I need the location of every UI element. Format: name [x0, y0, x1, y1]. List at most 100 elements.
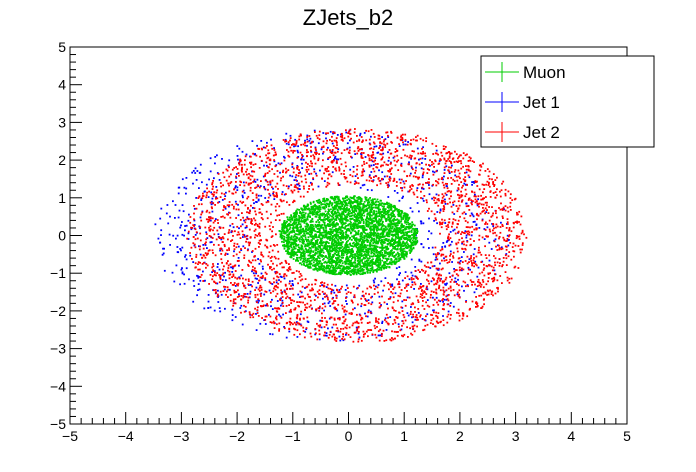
- data-point: [247, 280, 250, 282]
- data-point: [381, 238, 383, 241]
- data-point: [302, 301, 304, 304]
- data-point: [421, 297, 424, 299]
- data-point: [409, 207, 412, 209]
- data-point: [466, 315, 469, 318]
- data-point: [292, 151, 294, 154]
- data-point: [253, 207, 256, 210]
- data-point: [209, 241, 212, 244]
- data-point: [397, 235, 399, 238]
- data-point: [325, 332, 328, 334]
- data-point: [337, 303, 340, 306]
- data-point: [340, 221, 342, 224]
- data-point: [435, 152, 438, 155]
- data-point: [254, 307, 256, 310]
- data-point: [405, 299, 407, 301]
- data-point: [412, 138, 415, 141]
- data-point: [336, 215, 339, 217]
- series-jet-2: [186, 128, 528, 343]
- data-point: [203, 190, 206, 193]
- data-point: [180, 224, 182, 227]
- data-point: [292, 225, 295, 227]
- data-point: [421, 157, 424, 160]
- data-point: [322, 132, 325, 134]
- data-point: [466, 255, 469, 258]
- data-point: [381, 322, 383, 324]
- data-point: [422, 246, 425, 249]
- data-point: [388, 176, 391, 178]
- data-point: [432, 253, 435, 256]
- data-point: [394, 310, 397, 312]
- data-point: [464, 220, 467, 222]
- data-point: [262, 175, 265, 178]
- data-point: [202, 244, 205, 246]
- data-point: [380, 250, 382, 252]
- data-point: [475, 296, 477, 298]
- data-point: [214, 204, 216, 206]
- data-point: [325, 286, 328, 288]
- data-point: [219, 310, 222, 313]
- data-point: [447, 310, 450, 313]
- data-point: [357, 340, 360, 343]
- data-point: [341, 285, 343, 288]
- data-point: [378, 306, 381, 309]
- data-point: [249, 182, 252, 185]
- data-point: [293, 245, 295, 248]
- data-point: [411, 150, 414, 152]
- data-point: [327, 261, 329, 264]
- data-point: [385, 163, 388, 166]
- data-point: [254, 163, 257, 165]
- data-point: [300, 310, 303, 313]
- data-point: [236, 168, 239, 170]
- data-point: [298, 276, 301, 278]
- data-point: [501, 215, 504, 218]
- data-point: [384, 241, 386, 244]
- data-point: [421, 318, 424, 320]
- data-point: [354, 180, 357, 183]
- data-point: [342, 339, 345, 342]
- data-point: [379, 145, 381, 148]
- data-point: [461, 231, 463, 233]
- data-point: [253, 170, 256, 173]
- data-point: [357, 253, 359, 256]
- data-point: [402, 335, 404, 338]
- data-point: [390, 223, 393, 226]
- data-point: [293, 143, 295, 146]
- data-point: [390, 167, 393, 170]
- data-point: [247, 195, 250, 198]
- data-point: [213, 309, 216, 312]
- data-point: [501, 247, 504, 250]
- data-point: [371, 333, 374, 336]
- data-point: [437, 303, 440, 306]
- data-point: [465, 171, 468, 174]
- data-point: [321, 281, 323, 284]
- data-point: [446, 294, 449, 297]
- data-point: [457, 284, 460, 287]
- data-point: [275, 209, 277, 212]
- data-point: [473, 161, 475, 163]
- data-point: [352, 340, 355, 343]
- data-point: [365, 330, 368, 333]
- data-point: [437, 194, 440, 197]
- data-point: [246, 234, 249, 237]
- data-point: [254, 210, 257, 213]
- data-point: [241, 202, 243, 204]
- data-point: [348, 266, 350, 269]
- data-point: [401, 334, 403, 337]
- data-point: [400, 164, 402, 166]
- data-point: [378, 215, 381, 217]
- data-point: [447, 177, 449, 180]
- data-point: [471, 183, 473, 186]
- data-point: [175, 237, 177, 240]
- data-point: [400, 134, 403, 137]
- data-point: [471, 231, 473, 233]
- data-point: [205, 233, 208, 235]
- data-point: [331, 140, 333, 142]
- data-point: [350, 259, 353, 262]
- data-point: [435, 218, 437, 221]
- data-point: [381, 225, 384, 228]
- data-point: [450, 183, 453, 185]
- data-point: [292, 201, 294, 204]
- data-point: [350, 206, 352, 209]
- data-point: [391, 330, 393, 333]
- data-point: [281, 193, 283, 196]
